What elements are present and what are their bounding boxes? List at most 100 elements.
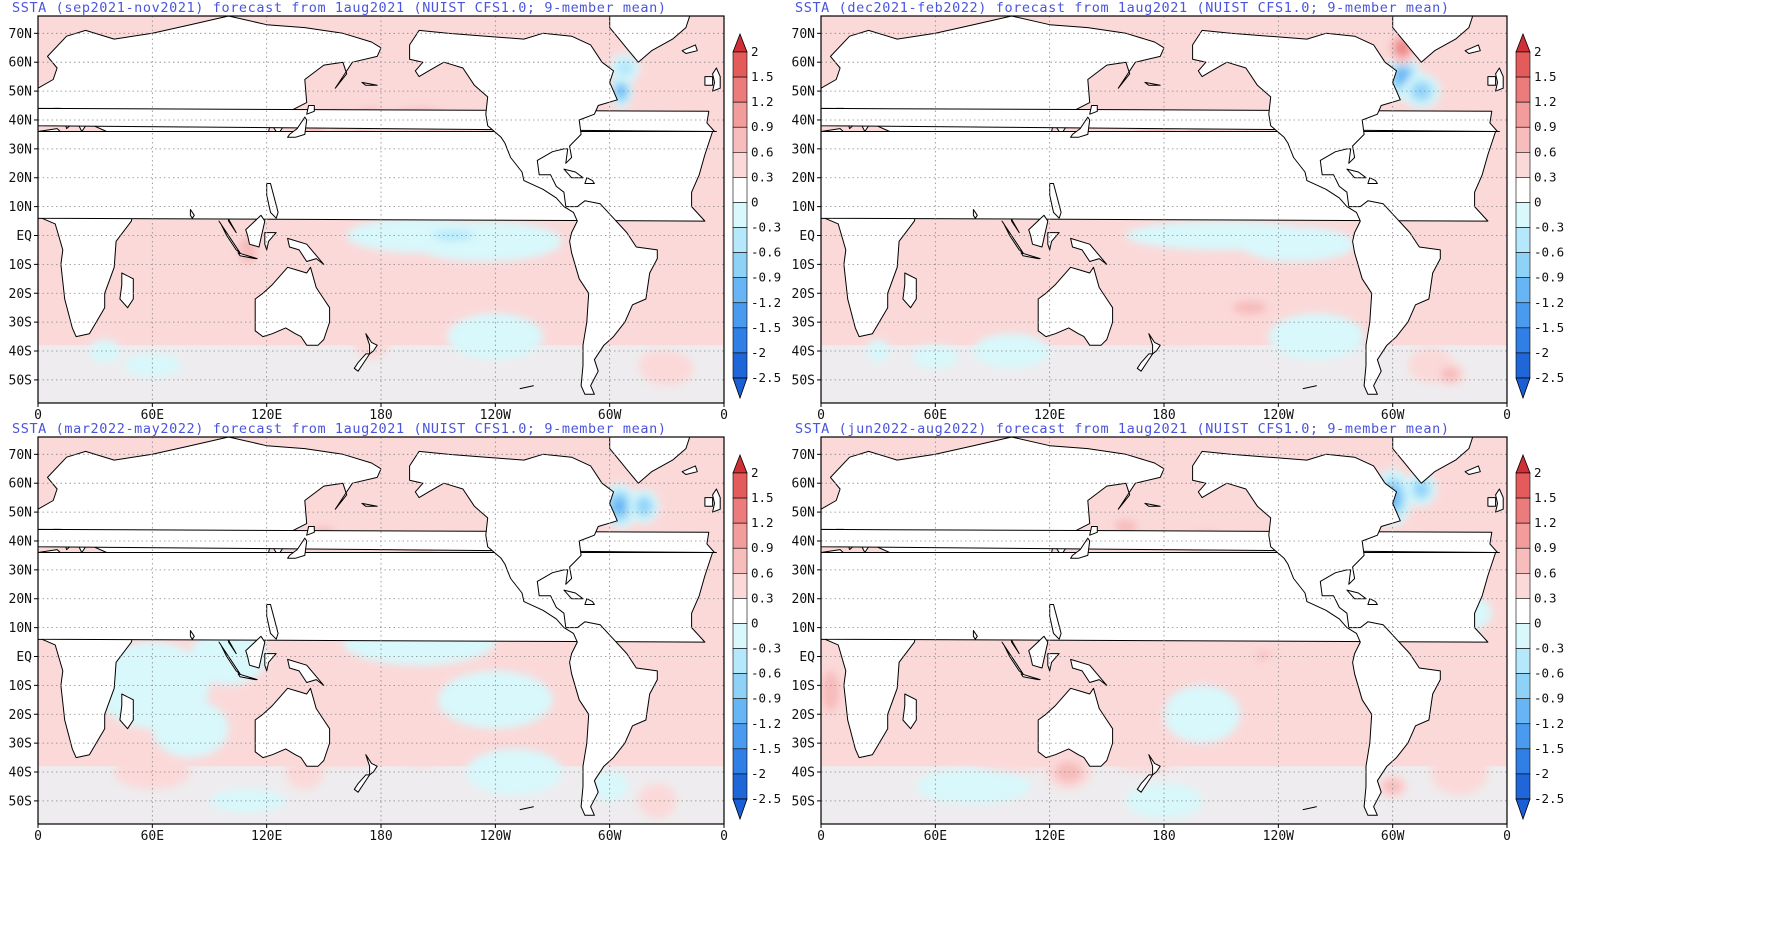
colorbar-swatch xyxy=(1515,177,1531,203)
island xyxy=(266,183,279,219)
lon-tick-label: 0 xyxy=(34,408,42,423)
colorbar-label: -0.3 xyxy=(751,220,781,235)
island xyxy=(1302,806,1317,811)
island xyxy=(1001,220,1024,254)
anomaly-contour xyxy=(615,59,635,77)
island xyxy=(361,81,378,86)
anomaly-contour xyxy=(916,769,1031,804)
colorbar-label: -1.2 xyxy=(751,716,781,731)
island xyxy=(306,526,315,536)
colorbar-label: -0.3 xyxy=(1534,641,1564,656)
colorbar-label: 1.5 xyxy=(1534,490,1557,505)
colorbar-label: 0.6 xyxy=(751,144,774,159)
coastline xyxy=(821,552,1500,643)
lat-tick-label: 20N xyxy=(9,171,32,186)
anomaly-contour xyxy=(1397,41,1408,54)
anomaly-contour xyxy=(1268,313,1365,360)
colorbar-swatch xyxy=(1515,277,1531,304)
colorbar-swatch xyxy=(732,51,748,78)
anomaly-contour xyxy=(637,498,651,514)
lat-tick-label: 50S xyxy=(9,373,32,388)
colorbar-swatch xyxy=(1515,51,1531,78)
lat-tick-label: 50N xyxy=(9,85,32,100)
lon-tick-label: 180 xyxy=(369,829,392,844)
colorbar-swatch xyxy=(1515,748,1531,775)
colorbar-top-arrow xyxy=(1515,453,1531,474)
coastline xyxy=(609,16,691,63)
colorbar-top-arrow xyxy=(732,32,748,53)
island xyxy=(264,653,277,672)
lat-tick-label: 20N xyxy=(792,171,815,186)
colorbar-swatch xyxy=(732,723,748,750)
colorbar-swatch xyxy=(1515,723,1531,750)
island xyxy=(237,673,258,681)
island xyxy=(237,252,258,260)
colorbar-label: -0.6 xyxy=(751,666,781,681)
island xyxy=(584,177,595,184)
coastline xyxy=(409,29,658,395)
island xyxy=(704,76,714,86)
anomaly-contour xyxy=(209,789,286,813)
anomaly-contour xyxy=(912,345,959,369)
colorbar-swatch xyxy=(732,648,748,674)
lat-tick-label: 70N xyxy=(792,448,815,463)
lon-tick-label: 60E xyxy=(924,829,947,844)
island xyxy=(681,44,698,54)
island xyxy=(1367,598,1378,605)
colorbar-swatch xyxy=(732,101,748,128)
colorbar-label: -0.9 xyxy=(1534,270,1564,285)
coastline xyxy=(1392,16,1474,63)
island xyxy=(1487,76,1497,86)
island xyxy=(1047,232,1060,251)
land-mask xyxy=(821,437,1504,816)
anomaly-contour xyxy=(672,656,719,686)
colorbar-swatch xyxy=(1515,152,1531,178)
island xyxy=(287,658,325,686)
anomaly-contour xyxy=(137,235,206,294)
anomaly-contour xyxy=(916,235,1031,294)
colorbar-swatch xyxy=(732,352,748,379)
lon-tick-label: 0 xyxy=(720,829,728,844)
lon-tick-label: 120W xyxy=(1263,829,1294,844)
panel-title: SSTA (sep2021-nov2021) forecast from 1au… xyxy=(12,0,667,16)
lat-tick-label: 50N xyxy=(9,506,32,521)
colorbar-swatch xyxy=(1515,673,1531,699)
lon-tick-label: 120W xyxy=(480,408,511,423)
colorbar-swatch xyxy=(1515,302,1531,329)
anomaly-contour xyxy=(1259,705,1374,752)
island xyxy=(189,209,195,219)
colorbar-swatch xyxy=(732,252,748,278)
gridlines xyxy=(38,437,724,824)
map-panel: SSTA (mar2022-may2022) forecast from 1au… xyxy=(0,421,882,893)
lat-tick-label: 50S xyxy=(792,794,815,809)
island xyxy=(1028,214,1049,248)
colorbar-label: 0 xyxy=(751,194,759,209)
colorbar-swatch xyxy=(1515,76,1531,103)
colorbar-label: 2 xyxy=(1534,465,1542,480)
anomaly-contour xyxy=(1395,68,1409,85)
island xyxy=(1070,658,1108,686)
colorbar-top-arrow xyxy=(732,453,748,474)
colorbar-label: -0.9 xyxy=(751,270,781,285)
lon-tick-label: 60W xyxy=(598,829,622,844)
map-panel: SSTA (jun2022-aug2022) forecast from 1au… xyxy=(783,421,1665,893)
ssta-map: 70N 60N 50N 40N 30N 20N 10N EQ 10S 20S 30S 40S 50S 0 6… xyxy=(792,15,1564,423)
anomaly-contour xyxy=(1455,238,1502,262)
anomaly-contour xyxy=(821,670,840,712)
colorbar-swatch xyxy=(732,748,748,775)
island xyxy=(972,209,978,219)
lat-tick-label: 10N xyxy=(9,621,32,636)
colorbar-swatch xyxy=(732,573,748,599)
lon-tick-label: 120W xyxy=(480,829,511,844)
colorbar-bottom-arrow xyxy=(732,377,748,400)
colorbar-label: -2 xyxy=(1534,345,1549,360)
colorbar-swatch xyxy=(732,302,748,329)
anomaly-contour xyxy=(466,748,563,796)
anomaly-contour xyxy=(1164,685,1241,744)
coastline xyxy=(1148,333,1161,355)
coastline xyxy=(1192,450,1441,816)
colorbar-label: 1.2 xyxy=(751,515,774,530)
lon-tick-label: 60W xyxy=(598,408,622,423)
lat-tick-label: 40N xyxy=(9,113,32,128)
colorbar: 2 1.5 1.2 0.9 0.6 0.3 0 -0.3 -0.6 -0.9 -1.2 -1.5 -2 -… xyxy=(1515,32,1564,400)
